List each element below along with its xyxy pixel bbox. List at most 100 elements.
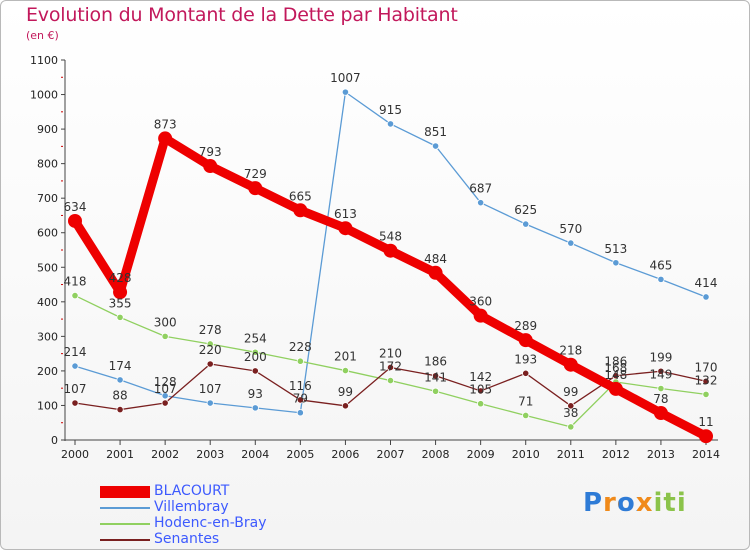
data-label: 107 <box>199 382 222 396</box>
data-label: 88 <box>112 389 127 403</box>
data-label: 93 <box>248 387 263 401</box>
data-label: 107 <box>64 382 87 396</box>
data-label: 220 <box>199 343 222 357</box>
legend-swatch-villembray <box>100 507 150 509</box>
data-label: 687 <box>469 182 492 196</box>
data-label: 210 <box>379 346 402 360</box>
proxiti-logo: Proxiti <box>583 488 687 518</box>
x-tick-label: 2009 <box>467 448 495 461</box>
data-point <box>296 409 304 417</box>
data-point <box>386 120 395 128</box>
data-point <box>431 387 440 395</box>
x-tick-label: 2003 <box>196 448 224 461</box>
data-point <box>203 159 218 174</box>
data-point <box>431 372 440 380</box>
chart-title: Evolution du Montant de la Dette par Hab… <box>26 4 458 26</box>
data-point <box>338 221 353 236</box>
data-label: 360 <box>469 295 492 309</box>
data-label: 71 <box>518 394 533 408</box>
y-tick-label: 1000 <box>30 89 58 102</box>
data-label: 873 <box>154 117 177 131</box>
data-label: 278 <box>199 323 222 337</box>
legend-item-blacourt: BLACOURT <box>100 483 360 500</box>
y-tick-label: 300 <box>37 330 58 343</box>
data-point <box>161 392 169 400</box>
data-label: 729 <box>244 167 267 181</box>
x-tick-label: 2000 <box>61 448 89 461</box>
data-point <box>251 404 259 412</box>
x-tick-label: 2006 <box>331 448 359 461</box>
data-point <box>477 400 485 408</box>
data-label: 199 <box>649 350 672 364</box>
data-point <box>161 399 169 407</box>
data-point <box>248 181 263 196</box>
data-point <box>206 340 214 348</box>
data-point <box>68 213 82 228</box>
data-point <box>341 402 350 410</box>
data-point <box>473 308 488 323</box>
data-point <box>71 291 79 300</box>
data-label: 200 <box>244 350 267 364</box>
y-tick-label: 700 <box>37 192 58 205</box>
data-point <box>563 357 578 372</box>
legend-label-villembray: Villembray <box>154 499 229 515</box>
legend-item-senantes: Senantes <box>100 531 360 548</box>
data-point <box>702 390 710 398</box>
y-tick-label: 1100 <box>30 54 58 67</box>
x-tick-label: 2011 <box>557 448 585 461</box>
data-point <box>113 285 128 300</box>
data-point <box>699 429 713 444</box>
legend-label-hodenc: Hodenc-en-Bray <box>154 515 267 531</box>
x-tick-label: 2001 <box>106 448 134 461</box>
data-label: 625 <box>514 203 537 217</box>
data-point <box>158 131 173 146</box>
data-point <box>71 362 79 370</box>
data-point <box>477 199 485 207</box>
y-tick-label: 400 <box>37 296 58 309</box>
data-point <box>341 366 350 375</box>
data-label: 186 <box>424 355 447 369</box>
data-label: 355 <box>109 296 132 310</box>
data-point <box>477 387 485 395</box>
data-label: 851 <box>424 125 447 139</box>
data-label: 174 <box>109 359 132 373</box>
data-label: 228 <box>289 340 312 354</box>
data-point <box>71 399 79 407</box>
data-label: 172 <box>379 360 402 374</box>
data-point <box>341 88 350 96</box>
x-tick-label: 2010 <box>512 448 540 461</box>
data-label: 141 <box>424 370 447 384</box>
data-label: 186 <box>604 355 627 369</box>
data-point <box>251 367 259 375</box>
data-point <box>567 239 575 247</box>
data-point <box>522 411 530 420</box>
y-tick-label: 200 <box>37 365 58 378</box>
data-label: 1007 <box>330 71 361 85</box>
y-tick-label: 800 <box>37 158 58 171</box>
data-label: 665 <box>289 189 312 203</box>
data-point <box>386 363 395 372</box>
y-tick-label: 900 <box>37 123 58 136</box>
data-label: 570 <box>559 222 582 236</box>
data-label: 149 <box>649 368 672 382</box>
data-point <box>612 259 620 267</box>
data-label: 915 <box>379 103 402 117</box>
data-label: 465 <box>649 258 672 272</box>
data-point <box>522 369 530 377</box>
data-point <box>206 360 214 368</box>
data-label: 218 <box>559 344 582 358</box>
data-point <box>518 333 533 348</box>
data-point <box>608 381 623 396</box>
data-point <box>293 203 308 218</box>
data-label: 105 <box>469 383 492 397</box>
data-point <box>657 384 665 393</box>
data-point <box>702 293 710 301</box>
data-label: 116 <box>289 379 312 393</box>
data-label: 99 <box>563 385 578 399</box>
data-label: 214 <box>64 345 87 359</box>
x-tick-label: 2012 <box>602 448 630 461</box>
data-point <box>296 396 304 404</box>
x-tick-label: 2014 <box>692 448 720 461</box>
data-label: 99 <box>338 385 353 399</box>
legend-label-senantes: Senantes <box>154 531 220 547</box>
